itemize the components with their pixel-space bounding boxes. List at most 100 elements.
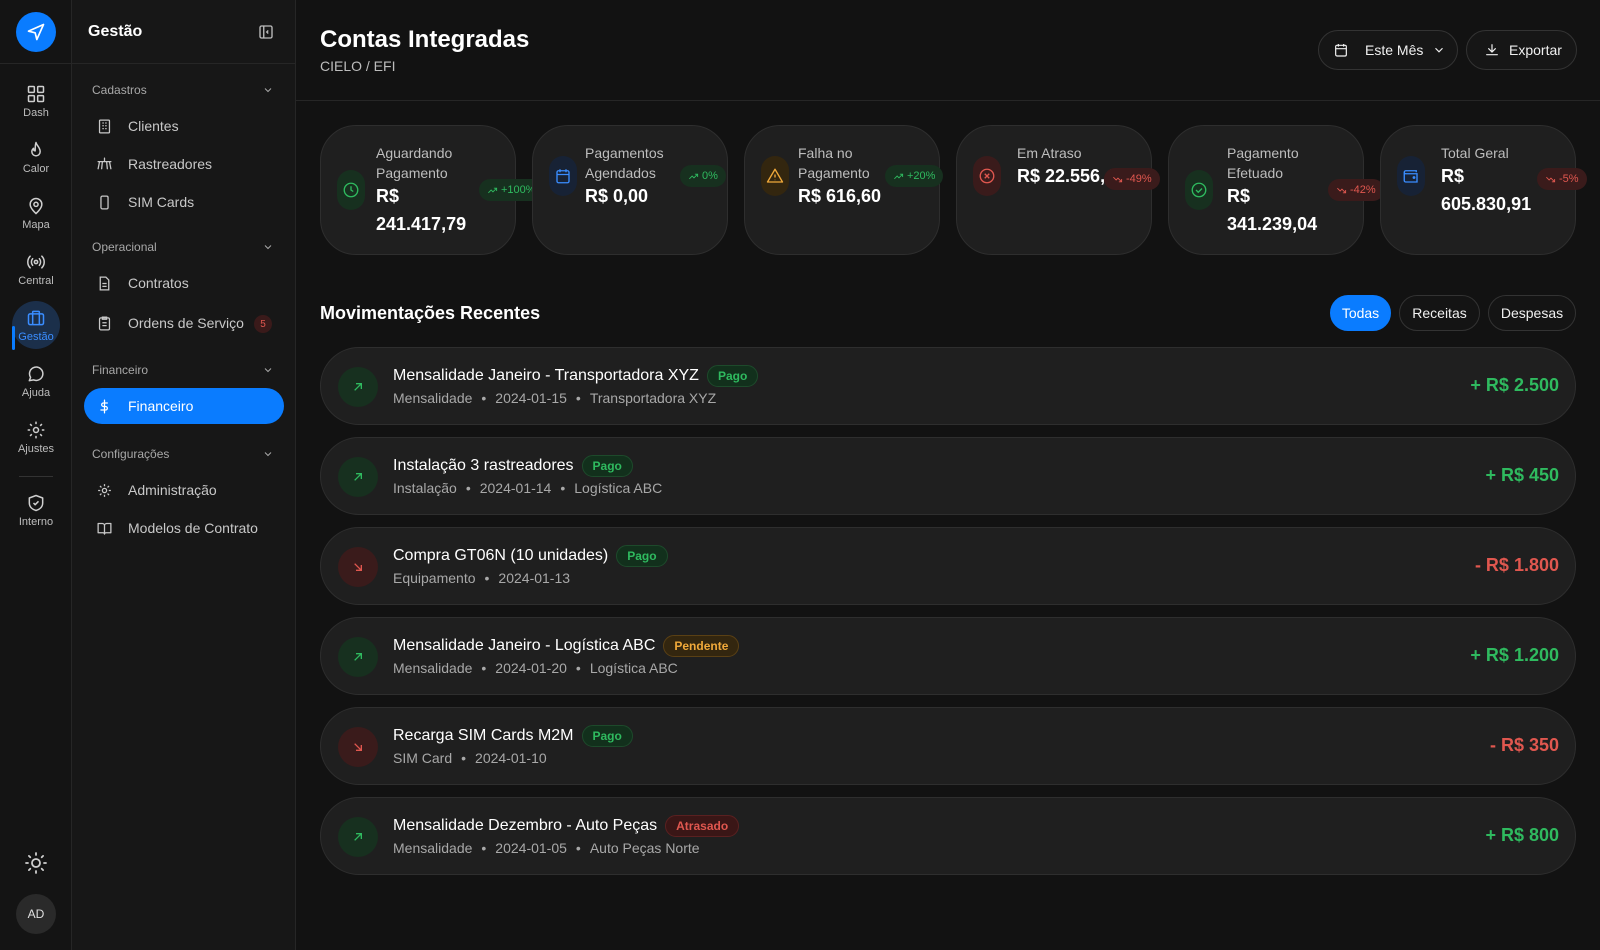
movement-title: Compra GT06N (10 unidades) <box>393 547 609 564</box>
arrow-down-right-icon <box>338 547 378 587</box>
warning-icon <box>761 156 789 196</box>
movement-amount: + R$ 800 <box>1485 825 1559 845</box>
card-label: Em Atraso <box>1017 145 1082 161</box>
movement-category: Instalação <box>393 480 457 496</box>
change-value: +100% <box>501 184 536 196</box>
rail-label: Interno <box>18 516 54 528</box>
rail-item-ajuda[interactable]: Ajuda <box>0 364 72 416</box>
section-label: Operacional <box>92 240 157 254</box>
flame-icon <box>31 141 41 157</box>
chevron-down-icon <box>264 452 272 457</box>
sidebar-item-label: Financeiro <box>128 398 194 414</box>
section-header-financeiro[interactable]: Financeiro <box>72 360 296 380</box>
sidebar-item-clientes[interactable]: Clientes <box>84 108 284 144</box>
list-item[interactable]: Mensalidade Dezembro - Auto Peças Atrasa… <box>320 797 1576 875</box>
movement-client: Transportadora XYZ <box>589 390 717 406</box>
arrow-up-right-icon <box>338 457 378 497</box>
theme-toggle-sun-icon[interactable] <box>24 851 48 875</box>
summary-cards: Aguardando Pagamento R$ 241.417,79 +100%… <box>320 125 1587 255</box>
period-select[interactable]: Este Mês <box>1318 30 1458 70</box>
trend-down-icon <box>1546 176 1556 182</box>
change-value: -42% <box>1350 184 1376 196</box>
sidebar-item-label: SIM Cards <box>128 194 195 210</box>
card-falha-no-pagamento: Falha no Pagamento R$ 616,60 +20% <box>744 125 944 255</box>
movement-client: Logística ABC <box>589 660 678 676</box>
section-configuracoes: Configurações Administração Modelos de C… <box>72 444 296 546</box>
sidebar-item-financeiro[interactable]: Financeiro <box>84 388 284 424</box>
rail-item-interno[interactable]: Interno <box>0 493 72 545</box>
list-item[interactable]: Mensalidade Janeiro - Transportadora XYZ… <box>320 347 1576 425</box>
card-label: Aguardando Pagamento <box>376 145 453 181</box>
sidebar-item-contratos[interactable]: Contratos <box>84 265 284 301</box>
card-aguardando-pagamento: Aguardando Pagamento R$ 241.417,79 +100% <box>320 125 544 255</box>
logo-navigation-icon[interactable] <box>16 12 56 52</box>
collapse-sidebar-icon[interactable] <box>257 23 275 41</box>
section-header-operacional[interactable]: Operacional <box>72 237 296 257</box>
movement-category: Mensalidade <box>393 390 473 406</box>
rail-item-calor[interactable]: Calor <box>0 140 72 192</box>
page-title: Contas Integradas <box>320 26 530 53</box>
building-icon <box>98 118 111 134</box>
card-label: Pagamento Efetuado <box>1227 145 1299 181</box>
export-label: Exportar <box>1509 42 1562 58</box>
sidebar-item-administracao[interactable]: Administração <box>84 472 284 508</box>
sidebar-item-label: Contratos <box>128 275 189 291</box>
section-header-cadastros[interactable]: Cadastros <box>72 80 296 100</box>
antenna-icon <box>97 156 112 169</box>
list-item[interactable]: Mensalidade Janeiro - Logística ABC Pend… <box>320 617 1576 695</box>
sidebar-item-modelos-de-contrato[interactable]: Modelos de Contrato <box>84 510 284 546</box>
sidebar-item-ordens-de-servico[interactable]: Ordens de Serviço 5 <box>84 305 284 341</box>
status-badge: Pago <box>581 455 633 477</box>
rail-item-dash[interactable]: Dash <box>0 84 72 136</box>
card-value: R$ 605.830,91 <box>1441 166 1532 214</box>
trend-up-icon <box>894 173 904 179</box>
filter-despesas[interactable]: Despesas <box>1488 295 1576 331</box>
section-label: Configurações <box>92 447 170 461</box>
list-item[interactable]: Compra GT06N (10 unidades) Pago Equipame… <box>320 527 1576 605</box>
card-em-atraso: Em Atraso R$ 22.556,48 -49% <box>956 125 1160 255</box>
rail-label: Central <box>18 275 54 287</box>
movement-amount: - R$ 1.800 <box>1474 555 1559 575</box>
filter-todas[interactable]: Todas <box>1330 295 1391 331</box>
sidebar-item-sim-cards[interactable]: SIM Cards <box>84 184 284 220</box>
briefcase-icon <box>27 310 45 326</box>
rail-label: Dash <box>23 107 49 119</box>
list-item[interactable]: Recarga SIM Cards M2M Pago SIM Card • 202… <box>320 707 1576 785</box>
map-pin-icon <box>29 197 43 215</box>
gear-icon <box>98 483 111 497</box>
shield-check-icon <box>28 494 44 512</box>
check-circle-icon <box>1185 170 1213 210</box>
arrow-up-right-icon <box>338 367 378 407</box>
rail-item-central[interactable]: Central <box>0 252 72 304</box>
status-badge: Atrasado <box>665 815 740 837</box>
export-button[interactable]: Exportar <box>1466 30 1577 70</box>
avatar[interactable]: AD <box>16 894 56 934</box>
movement-category: Equipamento <box>393 570 476 586</box>
rail-label: Ajuda <box>21 387 51 399</box>
card-pagamento-efetuado: Pagamento Efetuado R$ 341.239,04 -42% <box>1168 125 1384 255</box>
trend-up-icon <box>488 187 498 193</box>
download-icon <box>1486 44 1498 56</box>
filter-receitas[interactable]: Receitas <box>1399 295 1480 331</box>
arrow-up-right-icon <box>338 637 378 677</box>
movement-title: Recarga SIM Cards M2M <box>393 727 574 744</box>
page-subtitle: CIELO / EFI <box>320 58 396 74</box>
movement-category: SIM Card <box>393 750 453 766</box>
rail-item-ajustes[interactable]: Ajustes <box>0 420 72 472</box>
sidebar-item-rastreadores[interactable]: Rastreadores <box>84 146 284 182</box>
trend-down-icon <box>1337 187 1347 193</box>
rail-item-gestao[interactable]: Gestão <box>0 301 72 360</box>
card-value: R$ 0,00 <box>585 186 649 206</box>
section-header-configuracoes[interactable]: Configurações <box>72 444 296 464</box>
movement-client: Logística ABC <box>574 480 663 496</box>
sidebar-item-label: Administração <box>128 482 217 498</box>
count-badge: 5 <box>254 315 272 333</box>
document-icon <box>99 275 110 291</box>
list-item[interactable]: Instalação 3 rastreadores Pago Instalaçã… <box>320 437 1576 515</box>
rail-item-mapa[interactable]: Mapa <box>0 196 72 248</box>
change-pill: -5% <box>1537 168 1587 190</box>
movement-date: 2024-01-13 <box>498 570 571 586</box>
movement-category: Mensalidade <box>393 660 473 676</box>
change-pill: 0% <box>680 165 726 187</box>
phone-card-icon <box>100 194 109 210</box>
